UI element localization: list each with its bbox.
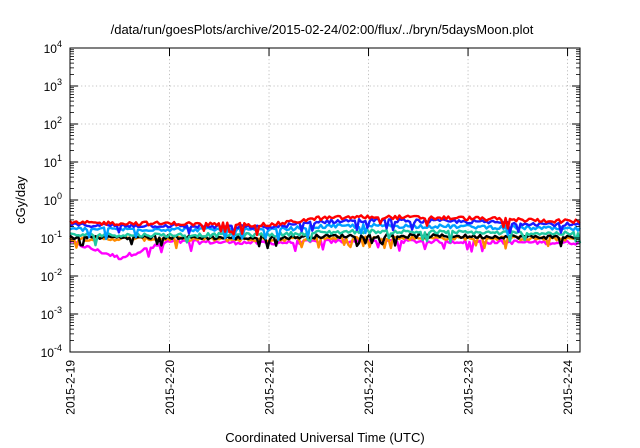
y-tick-label: 10-4: [41, 343, 62, 360]
y-tick-base: 10: [41, 308, 55, 322]
series-line: [69, 233, 581, 250]
y-tick-exponent: -3: [54, 305, 62, 315]
y-tick-label: 10-2: [41, 267, 62, 284]
y-tick-exponent: -2: [54, 267, 62, 277]
x-tick-label: 2015-2-21: [263, 360, 277, 415]
x-tick-label: 2015-2-19: [64, 360, 78, 415]
x-tick-label: 2015-2-24: [561, 360, 575, 415]
x-axis: 2015-2-19 2015-2-20 2015-2-21 2015-2-22 2015…: [64, 48, 575, 415]
y-tick-label: 10-3: [41, 305, 62, 322]
x-axis-label: Coordinated Universal Time (UTC): [225, 430, 424, 445]
y-axis-label: cGy/day: [13, 176, 28, 224]
y-tick-exponent: 4: [57, 39, 62, 49]
y-tick-base: 10: [44, 156, 58, 170]
y-tick-base: 10: [44, 118, 58, 132]
y-tick-exponent: -4: [54, 343, 62, 353]
series-line: [69, 214, 581, 237]
y-tick-exponent: 3: [57, 77, 62, 87]
y-tick-base: 10: [41, 232, 55, 246]
y-tick-base: 10: [44, 194, 58, 208]
grid: [70, 48, 580, 352]
series-line: [69, 228, 582, 247]
y-tick-exponent: 0: [57, 191, 62, 201]
y-tick-base: 10: [41, 346, 55, 360]
y-tick-exponent: 1: [57, 153, 62, 163]
y-tick-label: 102: [44, 115, 62, 132]
y-tick-label: 103: [44, 77, 62, 94]
x-tick-label: 2015-2-22: [362, 360, 376, 415]
series-line: [69, 217, 581, 235]
chart-title: /data/run/goesPlots/archive/2015-02-24/0…: [111, 22, 534, 37]
series-layer: [69, 214, 582, 261]
y-tick-base: 10: [44, 80, 58, 94]
y-tick-label: 100: [44, 191, 62, 208]
y-tick-label: 10-1: [41, 229, 62, 246]
x-tick-label: 2015-2-20: [163, 360, 177, 415]
series-line: [69, 222, 581, 241]
y-tick-base: 10: [41, 270, 55, 284]
y-tick-label: 101: [44, 153, 62, 170]
x-tick-label: 2015-2-23: [462, 360, 476, 415]
y-tick-label: 104: [44, 39, 62, 56]
y-tick-base: 10: [44, 42, 58, 56]
y-tick-exponent: -1: [54, 229, 62, 239]
y-tick-exponent: 2: [57, 115, 62, 125]
